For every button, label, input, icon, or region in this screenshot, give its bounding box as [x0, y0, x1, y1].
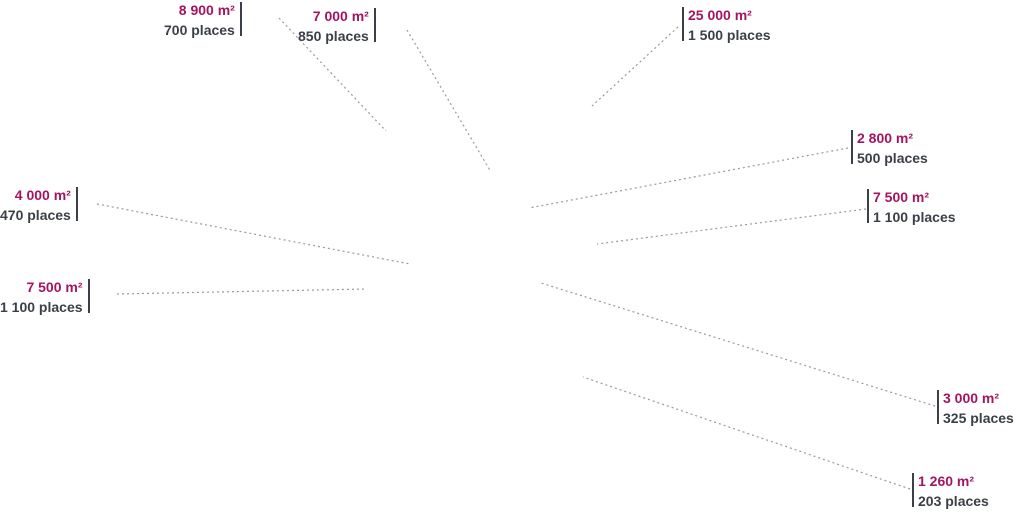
callout-bar: [87, 279, 90, 313]
places-label: 470 places: [0, 207, 71, 223]
parking-callout: 4 000 m² 470 places: [0, 185, 78, 225]
places-label: 500 places: [857, 150, 928, 166]
leader-line: [591, 26, 679, 107]
area-label: 7 500 m²: [26, 279, 83, 295]
callout-bar: [75, 187, 78, 221]
area-label: 8 900 m²: [178, 2, 235, 18]
area-label: 7 000 m²: [312, 8, 369, 24]
places-label: 1 100 places: [873, 209, 956, 225]
places-label: 325 places: [943, 410, 1014, 426]
area-label: 2 800 m²: [857, 130, 914, 146]
leader-line: [116, 288, 368, 295]
parking-callout: 8 900 m² 700 places: [164, 0, 242, 40]
area-label: 3 000 m²: [943, 390, 1000, 406]
area-label: 25 000 m²: [688, 7, 752, 23]
callout-bar: [682, 7, 684, 41]
parking-callout: 7 500 m² 1 100 places: [0, 277, 90, 317]
callout-bar: [912, 473, 914, 507]
area-label: 7 500 m²: [873, 189, 930, 205]
parking-callout: 2 800 m² 500 places: [851, 128, 928, 168]
leader-line: [582, 376, 911, 490]
leader-line: [406, 29, 492, 173]
parking-callout: 3 000 m² 325 places: [937, 388, 1014, 428]
area-label: 4 000 m²: [14, 187, 71, 203]
area-label: 1 260 m²: [918, 473, 975, 489]
callout-bar: [373, 8, 376, 42]
callout-bar: [851, 130, 853, 164]
parking-callout: 7 500 m² 1 100 places: [867, 187, 956, 227]
places-label: 1 100 places: [0, 299, 83, 315]
callout-bar: [867, 189, 869, 223]
callout-bar: [937, 390, 939, 424]
places-label: 203 places: [918, 493, 989, 509]
places-label: 850 places: [298, 28, 369, 44]
leader-line: [540, 282, 936, 407]
parking-callout: 25 000 m² 1 500 places: [682, 5, 771, 45]
places-label: 1 500 places: [688, 27, 771, 43]
leader-line: [528, 147, 849, 209]
leader-line: [96, 203, 411, 265]
callout-bar: [239, 2, 242, 36]
leader-line: [596, 208, 867, 245]
leader-line: [278, 17, 387, 132]
parking-callout: 7 000 m² 850 places: [298, 6, 376, 46]
places-label: 700 places: [164, 22, 235, 38]
parking-callout: 1 260 m² 203 places: [912, 471, 989, 511]
